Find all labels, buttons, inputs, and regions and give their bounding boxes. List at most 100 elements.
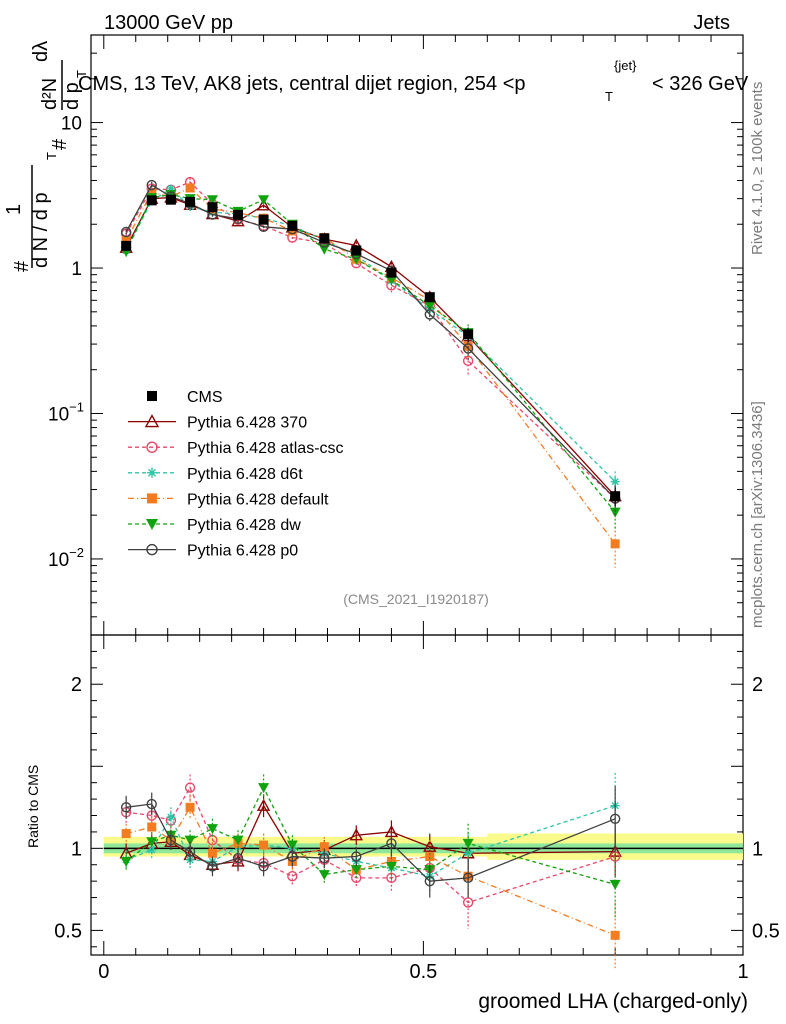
legend-label: Pythia 6.428 370 bbox=[187, 415, 307, 432]
legend-entry: Pythia 6.428 atlas-csc bbox=[128, 440, 344, 457]
ratio-point bbox=[147, 822, 157, 832]
ratio-point bbox=[423, 839, 437, 852]
category-label: Jets bbox=[693, 12, 730, 34]
ratio-point bbox=[165, 834, 177, 846]
data-point bbox=[207, 202, 218, 213]
legend-label: Pythia 6.428 default bbox=[187, 491, 329, 508]
legend-label: Pythia 6.428 p0 bbox=[187, 543, 298, 560]
ratio-point bbox=[351, 851, 362, 862]
data-point bbox=[610, 539, 620, 549]
legend-marker bbox=[146, 441, 158, 453]
ratio-point bbox=[184, 846, 196, 857]
ratio-point bbox=[319, 842, 329, 852]
ratio-point bbox=[462, 872, 474, 884]
xlabel: groomed LHA (charged-only) bbox=[478, 990, 748, 1013]
data-point bbox=[609, 507, 621, 518]
ylabel-one: 1 bbox=[3, 204, 25, 215]
x-tick-label: 0 bbox=[98, 961, 109, 983]
analysis-reference: (CMS_2021_I1920187) bbox=[343, 591, 489, 607]
ratio-point bbox=[121, 829, 131, 839]
data-point bbox=[121, 240, 132, 251]
ylabel-sub-1: T bbox=[44, 152, 59, 160]
ratio-point bbox=[146, 798, 157, 810]
y-tick-label: 10−2 bbox=[48, 545, 84, 571]
mcplots-label: mcplots.cern.ch [arXiv:1306.3436] bbox=[749, 401, 766, 628]
ratio-point bbox=[120, 856, 132, 867]
legend-label: Pythia 6.428 d6t bbox=[187, 466, 303, 483]
ratio-point bbox=[166, 812, 176, 822]
ratio-point bbox=[147, 845, 157, 855]
ratio-point bbox=[385, 861, 397, 872]
data-point bbox=[146, 179, 157, 191]
legend-entry: Pythia 6.428 dw bbox=[128, 517, 301, 534]
ylabel-hash-1: # bbox=[11, 260, 33, 272]
data-point bbox=[462, 343, 474, 354]
legend-marker bbox=[146, 543, 158, 556]
ylabel-den-1: d N / d p bbox=[30, 192, 52, 268]
data-point bbox=[318, 244, 330, 255]
data-point bbox=[165, 194, 176, 205]
ratio-y-tick-label-right: 2 bbox=[752, 674, 763, 696]
data-point bbox=[424, 309, 435, 320]
ratio-point bbox=[258, 783, 270, 794]
ratio-series-pythia-6-428-default bbox=[121, 795, 620, 969]
series-pythia-6-428-atlas-csc bbox=[120, 176, 621, 516]
series-line bbox=[125, 187, 616, 545]
legend-marker bbox=[147, 467, 157, 478]
ylabel-num-2: d²N bbox=[39, 78, 61, 110]
ylabel-tail: dλ bbox=[30, 41, 52, 62]
ratio-series-pythia-6-428-p0 bbox=[120, 785, 621, 898]
ratio-point bbox=[206, 824, 218, 835]
ratio-point bbox=[609, 813, 621, 824]
ylabel-sub-2: T bbox=[74, 70, 89, 78]
data-point bbox=[258, 195, 270, 206]
chart-title-subscript: T bbox=[605, 89, 613, 104]
main-panel: 10−2 10−1 1 10 bbox=[48, 34, 744, 636]
ratio-y-tick-label-right: 0.5 bbox=[752, 920, 780, 942]
data-point bbox=[185, 196, 196, 207]
data-point bbox=[166, 184, 176, 194]
ratio-point bbox=[609, 879, 621, 890]
ratio-point bbox=[610, 930, 620, 940]
series-line bbox=[125, 193, 616, 513]
legend-entry: Pythia 6.428 default bbox=[128, 491, 329, 508]
ratio-frame bbox=[90, 634, 744, 956]
series-line bbox=[125, 181, 616, 500]
ratio-point bbox=[232, 852, 244, 864]
data-point bbox=[185, 183, 195, 193]
legend-entry: Pythia 6.428 d6t bbox=[128, 466, 303, 483]
x-tick-label: 0.5 bbox=[409, 961, 437, 983]
ratio-series-pythia-6-428-d6t bbox=[121, 772, 620, 891]
legend-marker bbox=[146, 519, 158, 530]
ratio-y-tick-label: 0.5 bbox=[54, 920, 82, 942]
ratio-point bbox=[259, 840, 269, 850]
legend-entry: Pythia 6.428 370 bbox=[128, 414, 307, 432]
ylabel-den-2: d p bbox=[61, 82, 83, 110]
data-point bbox=[233, 209, 244, 220]
data-point bbox=[121, 235, 131, 245]
ratio-point bbox=[258, 861, 269, 872]
ratio-line bbox=[125, 805, 616, 936]
series-pythia-6-428-default bbox=[121, 183, 620, 568]
ratio-series-pythia-6-428-dw bbox=[120, 774, 621, 918]
ratio-y-tick-label: 1 bbox=[71, 838, 82, 860]
x-tick-label: 1 bbox=[737, 961, 748, 983]
legend-entry: Pythia 6.428 p0 bbox=[128, 543, 298, 560]
legend-label: Pythia 6.428 dw bbox=[187, 517, 301, 534]
ratio-point bbox=[287, 851, 298, 862]
data-point bbox=[351, 245, 362, 256]
data-point bbox=[258, 214, 269, 225]
ratio-point bbox=[287, 871, 298, 882]
data-point bbox=[424, 292, 435, 303]
legend-marker bbox=[147, 493, 157, 504]
ratio-point bbox=[184, 782, 196, 793]
ratio-ylabel: Ratio to CMS bbox=[25, 765, 41, 848]
data-point bbox=[120, 226, 132, 238]
data-point bbox=[386, 267, 397, 278]
ylabel-hash-2: # bbox=[49, 138, 71, 150]
data-point bbox=[319, 233, 330, 244]
data-point bbox=[206, 195, 218, 206]
legend-marker bbox=[144, 414, 160, 428]
ratio-point bbox=[318, 870, 330, 881]
